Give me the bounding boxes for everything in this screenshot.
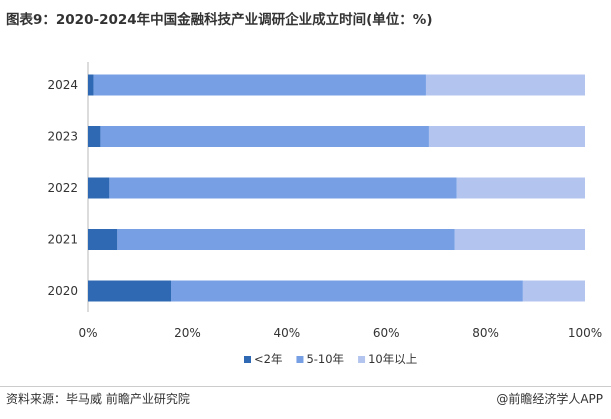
legend-label: 10年以上	[368, 352, 417, 366]
chart: 2024 2023 2022 2021 2020 0% 20% 40% 60% 80% 100% <2…	[47, 62, 602, 366]
y-tick-label: 2022	[47, 181, 78, 195]
y-tick-label: 2023	[47, 130, 78, 144]
bar-segment	[88, 74, 94, 96]
bar-segment	[88, 229, 118, 250]
bar-segment	[428, 126, 585, 147]
x-tick-label: 100%	[568, 326, 602, 340]
bar-segment	[456, 177, 585, 199]
bar-segment	[88, 126, 101, 147]
brand-label: @前瞻经济学人APP	[496, 392, 603, 406]
x-tick-label: 20%	[174, 326, 201, 340]
source-note: 资料来源：毕马威 前瞻产业研究院	[6, 392, 190, 406]
y-tick-label: 2020	[47, 284, 78, 298]
bar-segment	[109, 177, 457, 199]
x-tick-label: 0%	[78, 326, 97, 340]
legend-swatch	[358, 356, 366, 363]
bar-segment	[425, 74, 585, 96]
legend-label: <2年	[254, 352, 282, 366]
bar-segment	[88, 280, 171, 302]
chart-title: 图表9：2020-2024年中国金融科技产业调研企业成立时间(单位：%)	[6, 12, 433, 28]
bar-segment	[117, 229, 455, 250]
legend-swatch	[244, 356, 251, 363]
x-tick-label: 60%	[373, 326, 400, 340]
bar-segment	[88, 177, 110, 199]
bar-segment	[100, 126, 429, 147]
legend-label: 5-10年	[306, 352, 344, 366]
y-tick-label: 2021	[47, 233, 78, 247]
x-tick-label: 40%	[273, 326, 300, 340]
x-tick-label: 80%	[472, 326, 499, 340]
legend-swatch	[296, 356, 304, 363]
bar-segment	[170, 280, 523, 302]
bar-segment	[522, 280, 585, 302]
bar-segment	[93, 74, 426, 96]
bar-segment	[454, 229, 585, 250]
footer-divider	[0, 386, 611, 387]
y-tick-label: 2024	[47, 78, 78, 92]
